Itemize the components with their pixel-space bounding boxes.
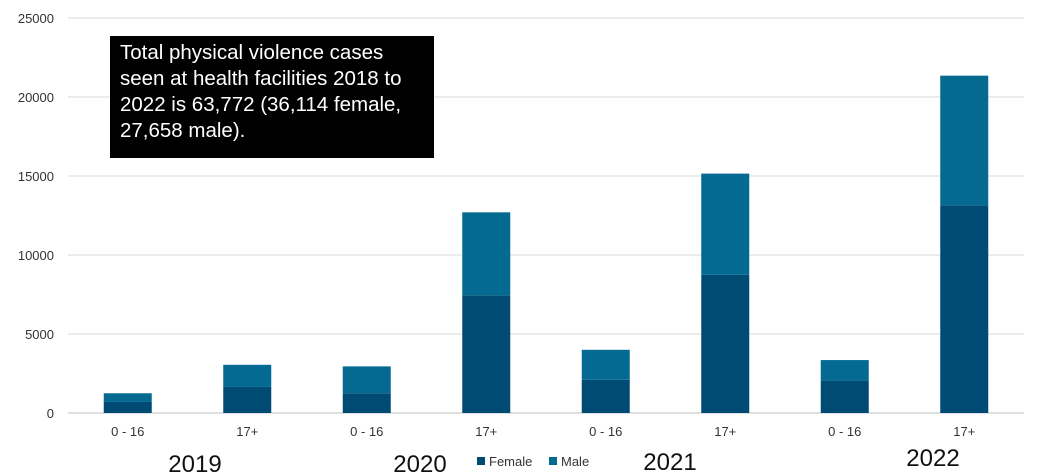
bar-segment-female xyxy=(223,386,272,413)
legend: Female Male xyxy=(477,454,589,469)
bar-segment-male xyxy=(223,364,272,387)
bar-segment-male xyxy=(701,173,750,275)
y-tick-label: 5000 xyxy=(25,327,54,342)
bar-segment-female xyxy=(940,205,989,413)
x-tick-label: 17+ xyxy=(714,424,736,439)
year-group-labels: 2019 2020 2021 2022 xyxy=(168,445,959,474)
y-axis-tick-labels: 0 5000 10000 15000 20000 25000 xyxy=(18,11,54,421)
bar-segment-female xyxy=(701,274,750,413)
bar-segment-female xyxy=(103,401,152,413)
legend-swatch-female xyxy=(477,457,485,465)
bar-segment-male xyxy=(103,393,152,402)
bar-segment-male xyxy=(462,212,511,296)
y-tick-label: 15000 xyxy=(18,169,54,184)
annotation-box: Total physical violence cases seen at he… xyxy=(110,36,434,158)
x-tick-label: 17+ xyxy=(953,424,975,439)
x-tick-label: 17+ xyxy=(475,424,497,439)
y-tick-label: 20000 xyxy=(18,90,54,105)
year-label: 2019 xyxy=(168,451,221,474)
bar-segment-female xyxy=(581,379,630,413)
x-tick-label: 0 - 16 xyxy=(111,424,144,439)
year-label: 2022 xyxy=(906,445,959,472)
legend-label-male: Male xyxy=(561,454,589,469)
x-tick-label: 17+ xyxy=(236,424,258,439)
year-label: 2021 xyxy=(643,449,696,474)
bar-segment-male xyxy=(820,360,869,381)
bar-segment-male xyxy=(342,366,391,394)
x-tick-label: 0 - 16 xyxy=(589,424,622,439)
bars xyxy=(103,75,989,413)
bar-segment-female xyxy=(342,393,391,413)
y-tick-label: 25000 xyxy=(18,11,54,26)
x-tick-label: 0 - 16 xyxy=(350,424,383,439)
bar-segment-male xyxy=(581,349,630,380)
x-tick-label: 0 - 16 xyxy=(828,424,861,439)
bar-segment-male xyxy=(940,75,989,206)
y-tick-label: 10000 xyxy=(18,248,54,263)
year-label: 2020 xyxy=(393,451,446,474)
bar-segment-female xyxy=(820,380,869,413)
legend-label-female: Female xyxy=(489,454,532,469)
y-tick-label: 0 xyxy=(47,406,54,421)
annotation-text: Total physical violence cases seen at he… xyxy=(120,41,402,142)
legend-swatch-male xyxy=(549,457,557,465)
x-axis-tick-labels: 0 - 16 17+ 0 - 16 17+ 0 - 16 17+ 0 - 16 17+ xyxy=(111,424,975,439)
bar-segment-female xyxy=(462,295,511,413)
